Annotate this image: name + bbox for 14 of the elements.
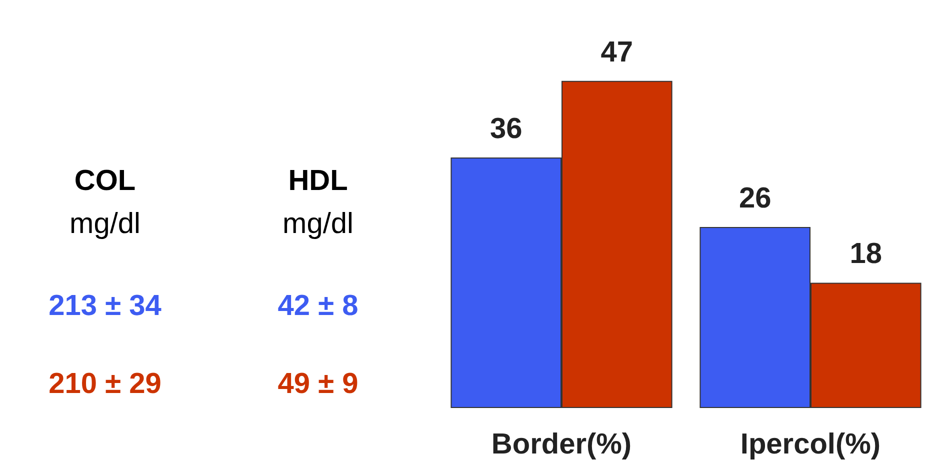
data-label: 18 [850, 238, 882, 270]
text: 49 ± 9 [276, 368, 360, 401]
text: mg/dl [282, 208, 354, 241]
x-tick-label: Ipercol(%) [740, 428, 881, 460]
data-label: 26 [738, 182, 772, 215]
x-tick-label: Border(%) [491, 428, 632, 460]
data-label: 47 [600, 36, 634, 68]
text: mg/dl [68, 208, 142, 241]
text: COL [73, 165, 137, 198]
text: HDL [287, 165, 349, 198]
text: 213 ± 34 [48, 290, 162, 323]
text: 42 ± 8 [276, 290, 360, 323]
data-label: 36 [490, 112, 522, 145]
text: 210 ± 29 [48, 368, 162, 401]
